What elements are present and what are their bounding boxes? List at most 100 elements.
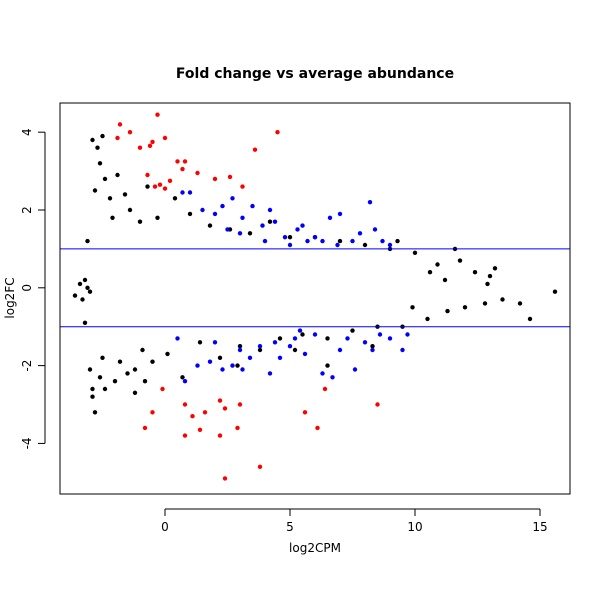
data-point bbox=[372, 227, 378, 232]
data-point bbox=[85, 285, 90, 290]
y-tick-label: 0 bbox=[20, 284, 34, 292]
data-point bbox=[295, 227, 300, 232]
data-point bbox=[297, 328, 303, 333]
data-point bbox=[257, 347, 263, 353]
data-point bbox=[517, 301, 523, 306]
data-point bbox=[222, 406, 228, 411]
data-point bbox=[487, 273, 493, 279]
series-2 bbox=[115, 112, 380, 481]
data-point bbox=[325, 363, 330, 368]
data-point bbox=[102, 176, 108, 182]
data-point bbox=[230, 196, 235, 201]
series-1 bbox=[175, 190, 410, 384]
data-point bbox=[90, 386, 95, 392]
data-point bbox=[320, 238, 325, 244]
data-point bbox=[182, 402, 188, 407]
x-axis-label: log2CPM bbox=[289, 541, 341, 555]
series-0 bbox=[72, 133, 558, 415]
data-point bbox=[350, 238, 355, 244]
data-point bbox=[175, 336, 180, 341]
data-point bbox=[155, 215, 160, 220]
data-point bbox=[380, 238, 385, 244]
y-tick-label: -2 bbox=[20, 360, 34, 372]
data-point bbox=[237, 231, 243, 236]
data-point bbox=[320, 371, 325, 376]
data-point bbox=[212, 211, 218, 217]
data-point bbox=[482, 301, 488, 306]
data-point bbox=[257, 464, 263, 469]
data-point bbox=[267, 207, 273, 213]
data-point bbox=[240, 215, 245, 220]
data-point bbox=[160, 386, 165, 392]
data-point bbox=[457, 258, 463, 263]
data-point bbox=[435, 262, 440, 267]
data-point bbox=[207, 223, 213, 228]
data-point bbox=[267, 219, 273, 224]
data-point bbox=[302, 410, 308, 415]
data-point bbox=[107, 196, 113, 201]
data-point bbox=[312, 332, 318, 337]
data-point bbox=[180, 375, 185, 380]
y-tick-label: 2 bbox=[20, 206, 34, 214]
data-point bbox=[287, 344, 293, 349]
data-point bbox=[152, 184, 158, 189]
data-point bbox=[182, 379, 188, 384]
data-point bbox=[127, 207, 133, 213]
data-point bbox=[77, 281, 83, 287]
chart-title: Fold change vs average abundance bbox=[176, 66, 454, 82]
data-point bbox=[137, 219, 143, 224]
data-point bbox=[72, 293, 78, 298]
data-point bbox=[110, 215, 115, 220]
data-point bbox=[227, 174, 233, 180]
data-point bbox=[237, 347, 243, 353]
data-point bbox=[162, 135, 168, 141]
data-point bbox=[362, 242, 368, 248]
data-point bbox=[325, 336, 330, 341]
data-point bbox=[405, 332, 410, 337]
data-point bbox=[140, 347, 145, 353]
x-tick-label: 15 bbox=[532, 520, 547, 534]
data-point bbox=[220, 367, 225, 372]
data-point bbox=[82, 320, 88, 325]
data-point bbox=[82, 277, 88, 283]
data-point bbox=[260, 223, 265, 228]
data-point bbox=[212, 176, 218, 182]
data-point bbox=[247, 355, 253, 360]
data-point bbox=[240, 367, 245, 372]
points-layer bbox=[72, 112, 558, 481]
data-point bbox=[267, 371, 273, 376]
data-point bbox=[190, 414, 195, 419]
y-axis-label: log2FC bbox=[3, 277, 17, 318]
data-point bbox=[90, 394, 95, 399]
data-point bbox=[410, 305, 415, 310]
data-point bbox=[155, 112, 160, 117]
data-point bbox=[292, 347, 298, 353]
x-tick-label: 5 bbox=[286, 520, 294, 534]
data-point bbox=[92, 188, 98, 193]
data-point bbox=[217, 398, 223, 403]
data-point bbox=[300, 332, 305, 337]
data-point bbox=[180, 166, 185, 172]
data-point bbox=[302, 351, 308, 357]
data-point bbox=[132, 367, 138, 372]
data-point bbox=[375, 402, 380, 407]
data-point bbox=[115, 172, 120, 178]
data-point bbox=[222, 476, 228, 481]
data-point bbox=[237, 402, 243, 407]
data-point bbox=[400, 347, 405, 353]
data-point bbox=[312, 235, 318, 240]
data-point bbox=[277, 336, 283, 341]
data-point bbox=[282, 235, 288, 240]
data-point bbox=[275, 130, 280, 135]
data-point bbox=[115, 135, 120, 141]
y-tick-label: 4 bbox=[20, 128, 34, 136]
data-point bbox=[300, 223, 305, 228]
data-point bbox=[150, 359, 155, 364]
x-axis: 0 5 10 15 bbox=[161, 508, 548, 534]
data-point bbox=[330, 375, 335, 380]
plot-frame bbox=[59, 102, 571, 495]
data-point bbox=[187, 211, 193, 217]
data-point bbox=[175, 159, 180, 164]
data-point bbox=[102, 386, 108, 392]
data-point bbox=[195, 363, 200, 368]
